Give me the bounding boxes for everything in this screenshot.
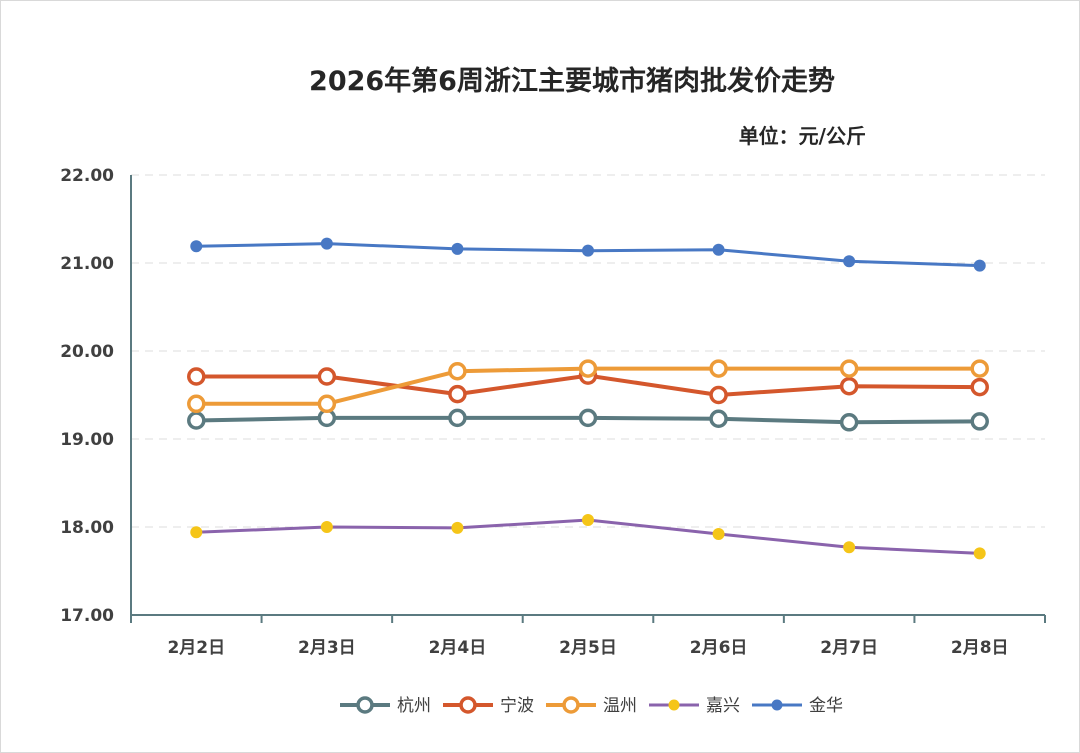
legend-marker — [459, 696, 477, 714]
x-tick-label: 2月7日 — [820, 638, 878, 658]
series-金华 — [190, 237, 986, 272]
legend: 杭州 宁波 温州 嘉兴 金华 — [340, 696, 843, 716]
y-tick-label: 18.00 — [60, 518, 114, 538]
data-point — [578, 408, 598, 428]
y-tick-label: 17.00 — [60, 606, 114, 626]
legend-label: 杭州 — [397, 696, 431, 716]
y-tick-label: 20.00 — [60, 342, 114, 362]
data-point — [317, 367, 337, 386]
data-point — [582, 513, 594, 526]
data-point — [190, 240, 203, 253]
data-point — [839, 376, 859, 396]
data-point — [839, 359, 859, 378]
legend-item-宁波: 宁波 — [443, 696, 534, 716]
legend-marker — [356, 696, 374, 714]
chart-title: 2026年第6周浙江主要城市猪肉批发价走势 — [309, 65, 835, 97]
series-杭州 — [187, 408, 989, 432]
data-point — [320, 521, 333, 533]
data-point — [582, 244, 594, 257]
x-tick-label: 2月5日 — [559, 638, 617, 658]
data-point — [843, 541, 856, 554]
data-point — [187, 394, 206, 414]
data-point — [973, 259, 986, 272]
legend-label: 温州 — [603, 696, 637, 716]
data-point — [973, 547, 986, 560]
data-point — [709, 409, 728, 429]
x-tick-label: 2月6日 — [690, 638, 748, 658]
data-point — [451, 521, 464, 534]
data-point — [187, 411, 206, 430]
legend-marker — [562, 696, 580, 714]
legend-label: 宁波 — [500, 696, 534, 716]
data-point — [970, 412, 989, 431]
legend-item-金华: 金华 — [752, 696, 843, 716]
axes — [130, 175, 1046, 623]
data-point — [448, 361, 467, 381]
y-tick-label: 22.00 — [60, 166, 114, 186]
x-tick-label: 2月4日 — [429, 638, 487, 658]
data-point — [712, 243, 725, 256]
legend-marker — [771, 699, 783, 711]
data-point — [448, 384, 467, 404]
series-lines — [187, 237, 989, 560]
legend-label: 嘉兴 — [706, 696, 740, 716]
legend-marker — [668, 699, 680, 711]
series-温州 — [187, 359, 989, 414]
x-tick-label: 2月2日 — [167, 638, 225, 658]
y-tick-labels: 17.00 18.00 19.00 20.00 21.00 22.00 — [60, 166, 114, 626]
data-point — [578, 359, 598, 378]
y-tick-label: 21.00 — [60, 254, 114, 274]
data-point — [320, 237, 333, 250]
x-tick-label: 2月8日 — [951, 638, 1009, 658]
data-point — [712, 528, 725, 541]
x-tick-label: 2月3日 — [298, 638, 356, 658]
data-point — [843, 255, 856, 268]
data-point — [970, 377, 989, 397]
data-point — [709, 359, 728, 378]
legend-item-杭州: 杭州 — [340, 696, 431, 716]
data-point — [190, 526, 203, 539]
grid-lines — [131, 174, 1045, 528]
data-point — [839, 413, 859, 432]
data-point — [451, 242, 464, 255]
legend-item-温州: 温州 — [546, 696, 637, 716]
legend-item-嘉兴: 嘉兴 — [649, 696, 740, 716]
data-point — [187, 367, 206, 386]
series-嘉兴 — [190, 513, 986, 560]
data-point — [970, 359, 989, 378]
data-point — [709, 385, 728, 405]
data-point — [448, 408, 467, 428]
unit-label: 单位：元/公斤 — [739, 124, 866, 148]
x-tick-labels: 2月2日 2月3日 2月4日 2月5日 2月6日 2月7日 2月8日 — [167, 638, 1008, 658]
data-point — [317, 394, 337, 414]
y-tick-label: 19.00 — [60, 430, 114, 450]
legend-label: 金华 — [809, 696, 843, 716]
